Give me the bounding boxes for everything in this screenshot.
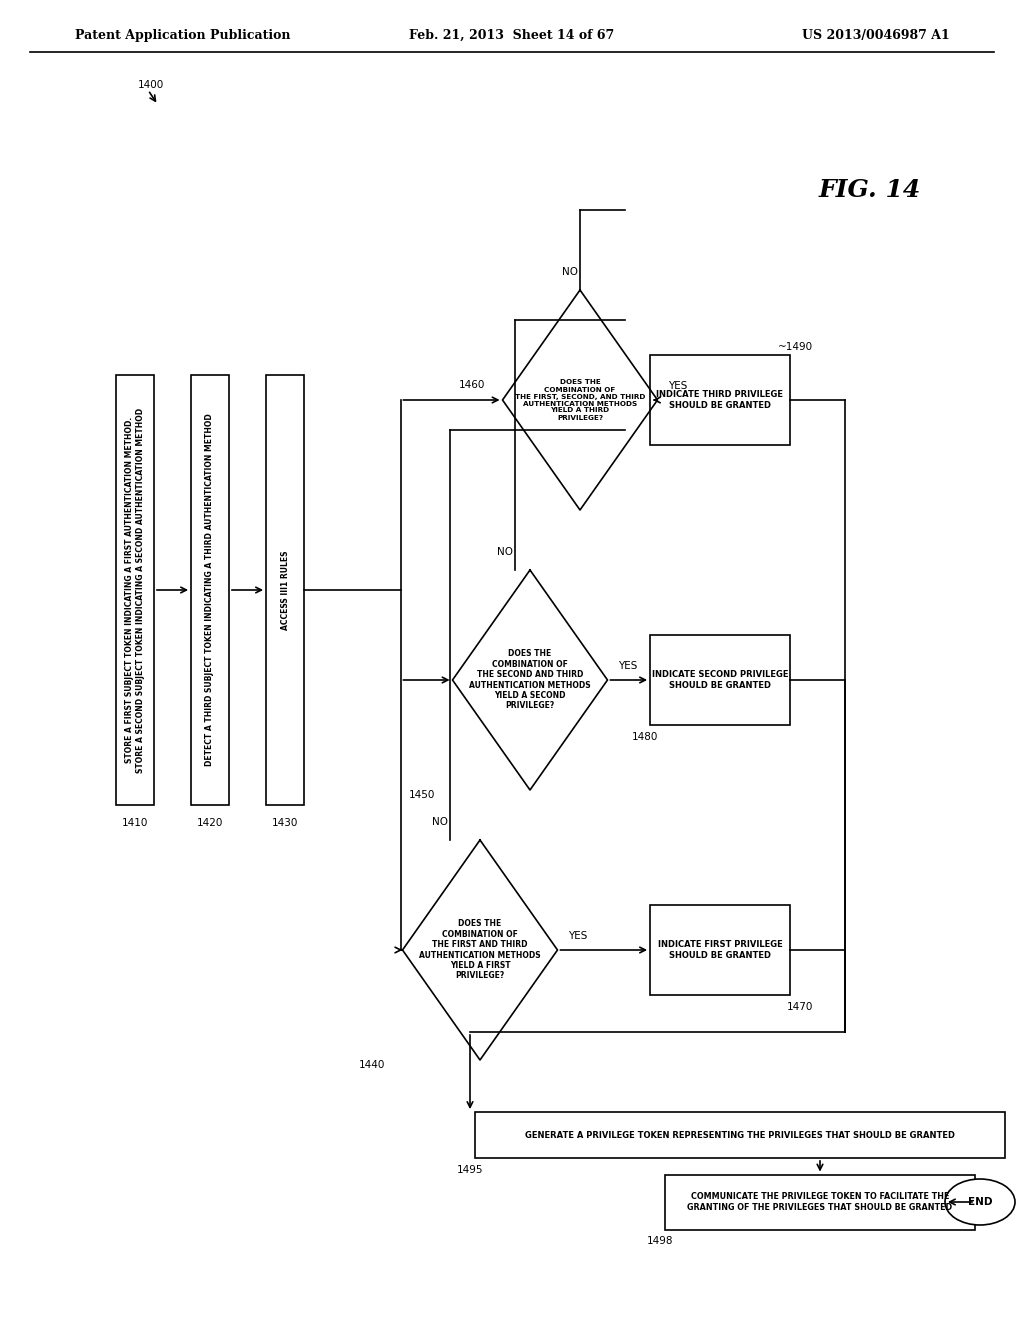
- Text: STORE A FIRST SUBJECT TOKEN INDICATING A FIRST AUTHENTICATION METHOD.
STORE A SE: STORE A FIRST SUBJECT TOKEN INDICATING A…: [125, 408, 144, 772]
- Ellipse shape: [945, 1179, 1015, 1225]
- Text: DOES THE
COMBINATION OF
THE FIRST, SECOND, AND THIRD
AUTHENTICATION METHODS
YIEL: DOES THE COMBINATION OF THE FIRST, SECON…: [515, 380, 645, 421]
- Text: YES: YES: [568, 931, 587, 941]
- Text: 1410: 1410: [122, 818, 148, 828]
- Text: ~1490: ~1490: [777, 342, 813, 352]
- Text: GENERATE A PRIVILEGE TOKEN REPRESENTING THE PRIVILEGES THAT SHOULD BE GRANTED: GENERATE A PRIVILEGE TOKEN REPRESENTING …: [525, 1130, 955, 1139]
- Text: 1430: 1430: [271, 818, 298, 828]
- Text: YES: YES: [617, 661, 637, 671]
- Text: INDICATE SECOND PRIVILEGE
SHOULD BE GRANTED: INDICATE SECOND PRIVILEGE SHOULD BE GRAN…: [651, 671, 788, 689]
- Text: DETECT A THIRD SUBJECT TOKEN INDICATING A THIRD AUTHENTICATION METHOD: DETECT A THIRD SUBJECT TOKEN INDICATING …: [206, 413, 214, 767]
- Text: 1460: 1460: [460, 380, 485, 389]
- Text: 1440: 1440: [359, 1060, 386, 1071]
- Text: DOES THE
COMBINATION OF
THE SECOND AND THIRD
AUTHENTICATION METHODS
YIELD A SECO: DOES THE COMBINATION OF THE SECOND AND T…: [469, 649, 591, 710]
- FancyBboxPatch shape: [650, 635, 790, 725]
- Text: 1400: 1400: [138, 81, 164, 90]
- Text: 1498: 1498: [647, 1237, 673, 1246]
- Text: YES: YES: [668, 381, 687, 391]
- Text: 1450: 1450: [410, 789, 435, 800]
- FancyBboxPatch shape: [650, 906, 790, 995]
- Text: END: END: [968, 1197, 992, 1206]
- Text: 1480: 1480: [632, 733, 658, 742]
- Text: NO: NO: [432, 817, 449, 828]
- Polygon shape: [503, 290, 657, 510]
- Text: FIG. 14: FIG. 14: [819, 178, 922, 202]
- FancyBboxPatch shape: [191, 375, 229, 805]
- Text: 1420: 1420: [197, 818, 223, 828]
- Text: US 2013/0046987 A1: US 2013/0046987 A1: [802, 29, 950, 41]
- Text: Feb. 21, 2013  Sheet 14 of 67: Feb. 21, 2013 Sheet 14 of 67: [410, 29, 614, 41]
- Text: ACCESS III1 RULES: ACCESS III1 RULES: [281, 550, 290, 630]
- Text: NO: NO: [497, 546, 513, 557]
- FancyBboxPatch shape: [650, 355, 790, 445]
- Polygon shape: [453, 570, 607, 789]
- Text: INDICATE FIRST PRIVILEGE
SHOULD BE GRANTED: INDICATE FIRST PRIVILEGE SHOULD BE GRANT…: [657, 940, 782, 960]
- Text: 1470: 1470: [786, 1002, 813, 1012]
- Text: COMMUNICATE THE PRIVILEGE TOKEN TO FACILITATE THE
GRANTING OF THE PRIVILEGES THA: COMMUNICATE THE PRIVILEGE TOKEN TO FACIL…: [687, 1192, 952, 1212]
- Text: Patent Application Publication: Patent Application Publication: [75, 29, 291, 41]
- FancyBboxPatch shape: [475, 1111, 1005, 1158]
- Text: 1495: 1495: [457, 1166, 483, 1175]
- Polygon shape: [402, 840, 557, 1060]
- Text: INDICATE THIRD PRIVILEGE
SHOULD BE GRANTED: INDICATE THIRD PRIVILEGE SHOULD BE GRANT…: [656, 391, 783, 409]
- FancyBboxPatch shape: [665, 1175, 975, 1229]
- FancyBboxPatch shape: [116, 375, 154, 805]
- Text: DOES THE
COMBINATION OF
THE FIRST AND THIRD
AUTHENTICATION METHODS
YIELD A FIRST: DOES THE COMBINATION OF THE FIRST AND TH…: [419, 920, 541, 981]
- FancyBboxPatch shape: [266, 375, 304, 805]
- Text: NO: NO: [562, 267, 578, 277]
